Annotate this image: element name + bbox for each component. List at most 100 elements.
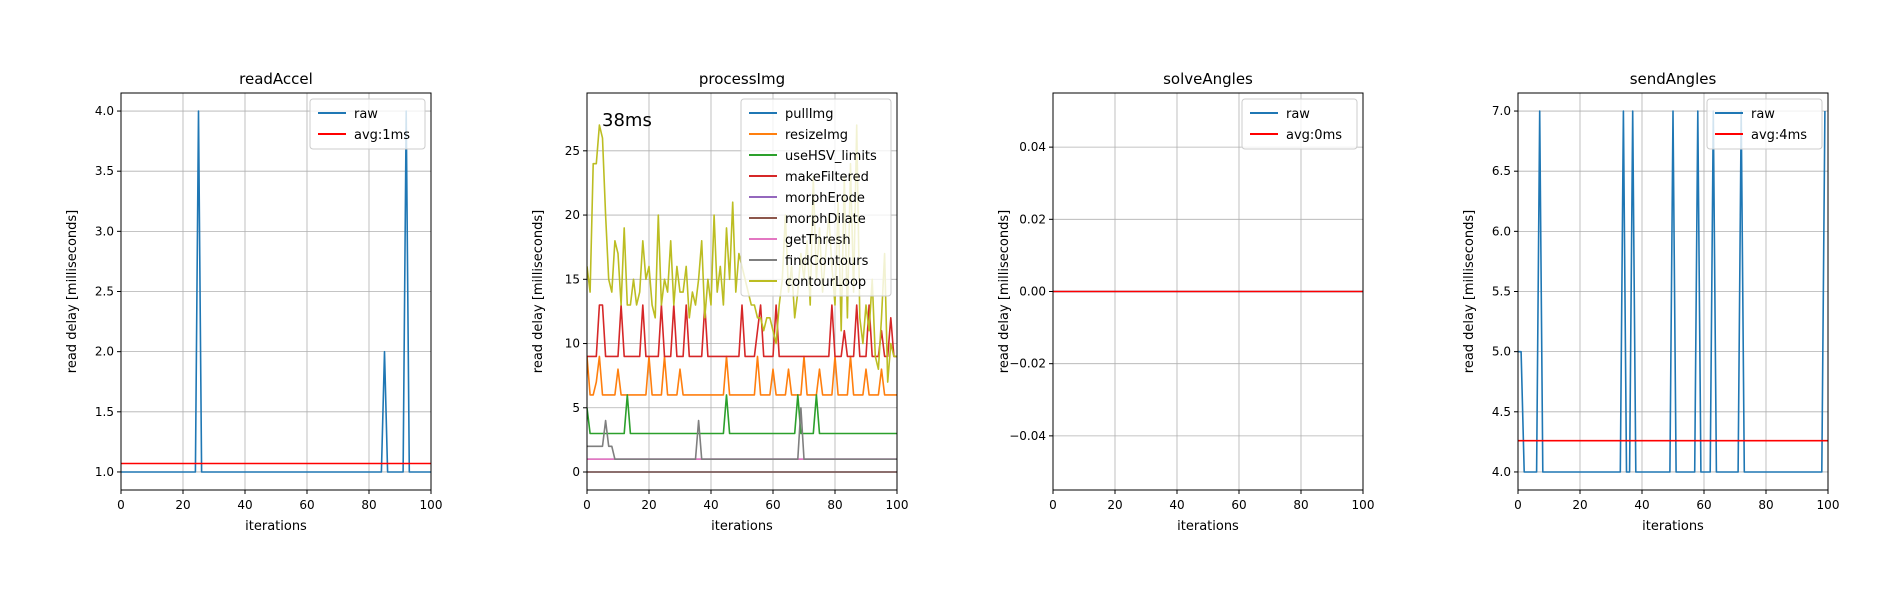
- x-tick-label: 20: [175, 498, 190, 512]
- series-line-makeFiltered: [587, 304, 897, 358]
- plot-area: [121, 110, 431, 473]
- x-tick-label: 80: [1758, 498, 1773, 512]
- y-tick-label: 0.02: [1019, 212, 1046, 226]
- x-axis-label: iterations: [711, 519, 773, 534]
- y-tick-label: 5.0: [1492, 345, 1511, 359]
- y-tick-label: 15: [565, 272, 580, 286]
- legend-label: makeFiltered: [785, 170, 869, 185]
- legend-box: [1241, 98, 1358, 150]
- x-axis-label: iterations: [1642, 519, 1704, 534]
- x-tick-label: 60: [1696, 498, 1711, 512]
- legend-label: useHSV_limits: [785, 149, 877, 164]
- x-tick-label: 60: [765, 498, 780, 512]
- x-tick-label: 40: [237, 498, 252, 512]
- series-line-raw: [121, 110, 431, 473]
- x-tick-label: 0: [1514, 498, 1522, 512]
- y-tick-label: 20: [565, 208, 580, 222]
- legend-box: [740, 98, 892, 297]
- plot-area: [1518, 110, 1828, 473]
- x-tick-label: 60: [1231, 498, 1246, 512]
- legend-label: avg:1ms: [354, 128, 410, 143]
- y-tick-label: 5.5: [1492, 285, 1511, 299]
- y-tick-label: 10: [565, 337, 580, 351]
- legend: raw avg:1ms: [309, 98, 426, 150]
- chart-title: readAccel: [239, 70, 313, 88]
- y-tick-label: 0.00: [1019, 285, 1046, 299]
- x-tick-label: 40: [1634, 498, 1649, 512]
- chart-title: processImg: [699, 70, 785, 88]
- legend-label: contourLoop: [785, 275, 866, 290]
- y-tick-label: 4.0: [1492, 465, 1511, 479]
- y-axis-label: read delay [milliseconds]: [997, 210, 1012, 373]
- y-tick-label: 5: [572, 401, 580, 415]
- y-tick-label: −0.04: [1009, 429, 1046, 443]
- legend-label: findContours: [785, 254, 869, 269]
- x-tick-label: 20: [1572, 498, 1587, 512]
- y-tick-label: 6.5: [1492, 164, 1511, 178]
- y-tick-label: −0.02: [1009, 357, 1046, 371]
- x-tick-label: 100: [420, 498, 443, 512]
- y-tick-label: 4.5: [1492, 405, 1511, 419]
- chart-title: solveAngles: [1163, 70, 1253, 88]
- x-tick-label: 80: [361, 498, 376, 512]
- legend: raw avg:0ms: [1241, 98, 1358, 150]
- plot-frame: [586, 92, 898, 491]
- series-line-findContours: [587, 406, 897, 461]
- y-tick-label: 1.5: [95, 405, 114, 419]
- x-tick-label: 0: [583, 498, 591, 512]
- x-tick-label: 20: [1107, 498, 1122, 512]
- legend-label: pullImg: [785, 107, 833, 122]
- y-axis-label: read delay [milliseconds]: [65, 210, 80, 373]
- legend-box: [309, 98, 426, 150]
- x-tick-label: 100: [886, 498, 909, 512]
- y-tick-label: 3.5: [95, 164, 114, 178]
- chart-title: sendAngles: [1630, 70, 1717, 88]
- y-tick-label: 2.5: [95, 285, 114, 299]
- y-tick-label: 0: [572, 465, 580, 479]
- plot-area: [587, 124, 897, 473]
- legend-label: resizeImg: [785, 128, 848, 143]
- chart-panel-processImg: 0 20 40 60 80 100 0 5 10 15 20 25 processImg iteratio…: [531, 70, 908, 534]
- series-line-useHSV_limits: [587, 394, 897, 435]
- y-axis-label: read delay [milliseconds]: [531, 210, 546, 373]
- chart-panel-solveAngles: 0 20 40 60 80 100 −0.04 −0.02 0.00 0.02 0.04 solveA…: [997, 70, 1374, 534]
- legend-label: avg:0ms: [1286, 128, 1342, 143]
- x-tick-label: 60: [299, 498, 314, 512]
- x-tick-label: 80: [827, 498, 842, 512]
- x-axis-label: iterations: [1177, 519, 1239, 534]
- chart-panel-readAccel: 0 20 40 60 80 100 1.0 1.5 2.0 2.5 3.0 3.5 4.0 readAcc…: [65, 70, 442, 534]
- legend-box: [1706, 98, 1823, 150]
- legend-label: raw: [1751, 107, 1775, 122]
- legend-label: morphDilate: [785, 212, 866, 227]
- x-tick-label: 20: [641, 498, 656, 512]
- y-tick-label: 1.0: [95, 465, 114, 479]
- y-tick-label: 4.0: [95, 104, 114, 118]
- y-axis-label: read delay [milliseconds]: [1462, 210, 1477, 373]
- annotation-text: 38ms: [602, 110, 652, 131]
- legend-label: getThresh: [785, 233, 851, 248]
- y-tick-label: 7.0: [1492, 104, 1511, 118]
- series-line-resizeImg: [587, 355, 897, 396]
- y-tick-label: 3.0: [95, 224, 114, 238]
- x-tick-label: 0: [117, 498, 125, 512]
- legend-label: morphErode: [785, 191, 865, 206]
- x-axis-label: iterations: [245, 519, 307, 534]
- legend-label: raw: [354, 107, 378, 122]
- x-tick-label: 80: [1293, 498, 1308, 512]
- legend-label: raw: [1286, 107, 1310, 122]
- y-tick-label: 2.0: [95, 345, 114, 359]
- x-tick-label: 100: [1817, 498, 1840, 512]
- y-tick-label: 0.04: [1019, 140, 1046, 154]
- y-tick-label: 6.0: [1492, 224, 1511, 238]
- x-tick-label: 0: [1049, 498, 1057, 512]
- series-line-raw: [1518, 110, 1826, 473]
- legend-label: avg:4ms: [1751, 128, 1807, 143]
- chart-panel-sendAngles: 0 20 40 60 80 100 4.0 4.5 5.0 5.5 6.0 6.5 7.0 sendAng…: [1462, 70, 1839, 534]
- legend: pullImg resizeImg useHSV_limits makeFiltere…: [740, 98, 892, 297]
- x-tick-label: 40: [703, 498, 718, 512]
- x-tick-label: 40: [1169, 498, 1184, 512]
- y-tick-label: 25: [565, 144, 580, 158]
- x-tick-label: 100: [1352, 498, 1375, 512]
- legend: raw avg:4ms: [1706, 98, 1823, 150]
